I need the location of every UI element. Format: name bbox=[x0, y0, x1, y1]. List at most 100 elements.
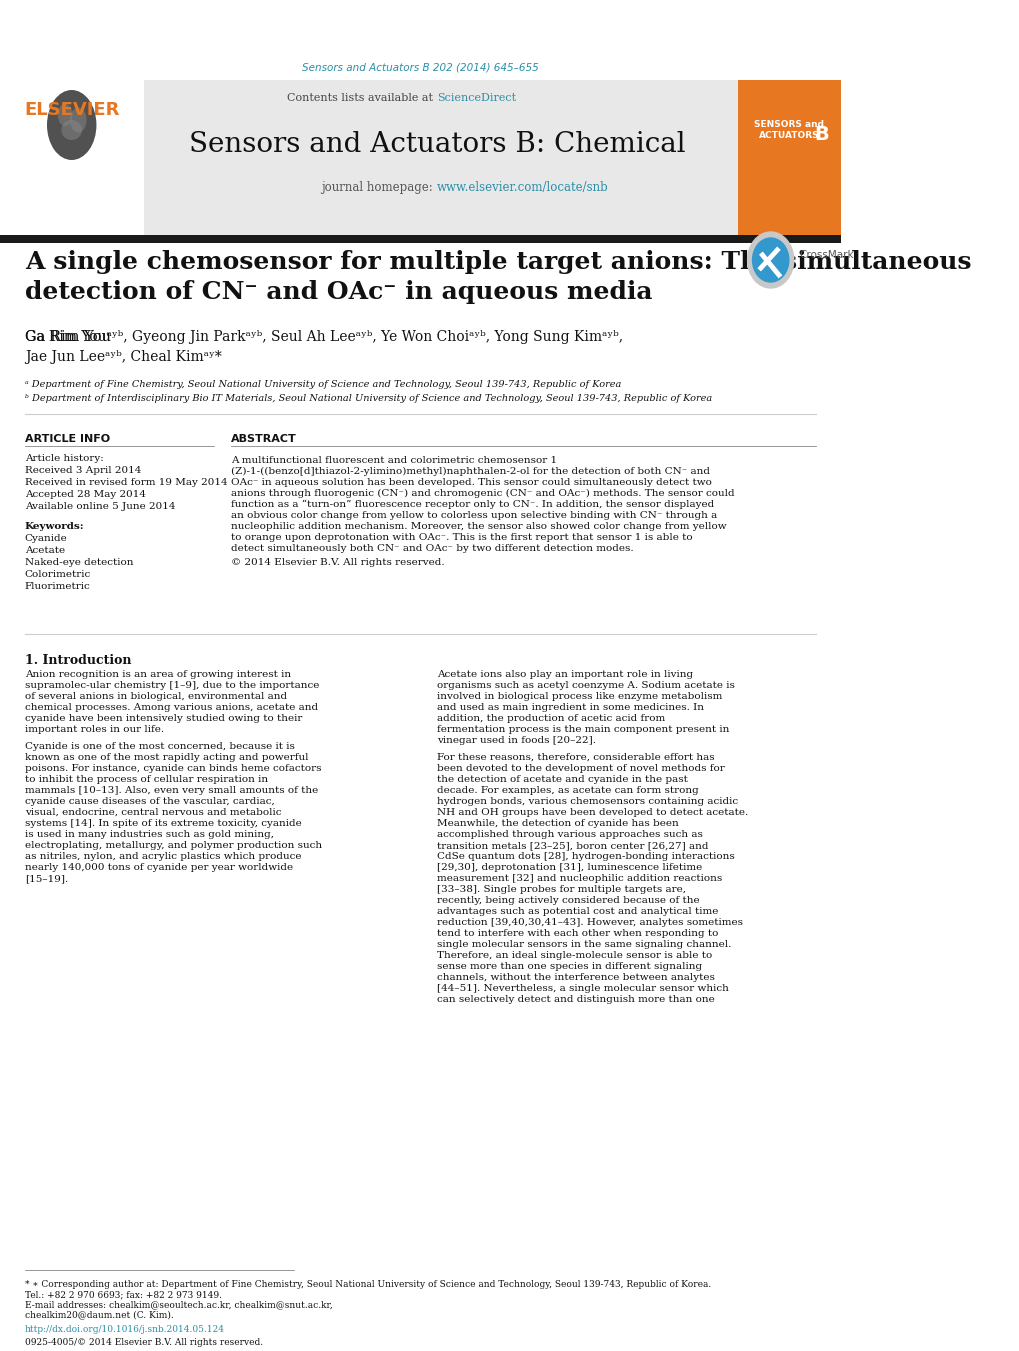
Text: detect simultaneously both CN⁻ and OAc⁻ by two different detection modes.: detect simultaneously both CN⁻ and OAc⁻ … bbox=[230, 544, 633, 553]
Text: been devoted to the development of novel methods for: been devoted to the development of novel… bbox=[436, 765, 723, 773]
Text: is used in many industries such as gold mining,: is used in many industries such as gold … bbox=[24, 830, 273, 839]
Text: Colorimetric: Colorimetric bbox=[24, 570, 91, 580]
Text: Tel.: +82 2 970 6693; fax: +82 2 973 9149.: Tel.: +82 2 970 6693; fax: +82 2 973 914… bbox=[24, 1290, 221, 1300]
Text: Sensors and Actuators B: Chemical: Sensors and Actuators B: Chemical bbox=[189, 131, 685, 158]
Text: an obvious color change from yellow to colorless upon selective binding with CN⁻: an obvious color change from yellow to c… bbox=[230, 511, 716, 520]
Text: nucleophilic addition mechanism. Moreover, the sensor also showed color change f: nucleophilic addition mechanism. Moreove… bbox=[230, 521, 726, 531]
Circle shape bbox=[747, 232, 793, 288]
Text: A single chemosensor for multiple target anions: The simultaneous: A single chemosensor for multiple target… bbox=[24, 250, 970, 274]
Ellipse shape bbox=[58, 104, 72, 126]
Text: organisms such as acetyl coenzyme A. Sodium acetate is: organisms such as acetyl coenzyme A. Sod… bbox=[436, 681, 734, 690]
Text: ᵃ Department of Fine Chemistry, Seoul National University of Science and Technol: ᵃ Department of Fine Chemistry, Seoul Na… bbox=[24, 380, 621, 389]
Text: nearly 140,000 tons of cyanide per year worldwide: nearly 140,000 tons of cyanide per year … bbox=[24, 863, 292, 871]
Text: ABSTRACT: ABSTRACT bbox=[230, 434, 297, 444]
Text: OAc⁻ in aqueous solution has been developed. This sensor could simultaneously de: OAc⁻ in aqueous solution has been develo… bbox=[230, 478, 711, 486]
Ellipse shape bbox=[70, 108, 87, 132]
Text: transition metals [23–25], boron center [26,27] and: transition metals [23–25], boron center … bbox=[436, 842, 707, 850]
Text: can selectively detect and distinguish more than one: can selectively detect and distinguish m… bbox=[436, 994, 714, 1004]
Text: fermentation process is the main component present in: fermentation process is the main compone… bbox=[436, 725, 729, 734]
Text: and used as main ingredient in some medicines. In: and used as main ingredient in some medi… bbox=[436, 703, 703, 712]
Text: http://dx.doi.org/10.1016/j.snb.2014.05.124: http://dx.doi.org/10.1016/j.snb.2014.05.… bbox=[24, 1325, 224, 1333]
Text: Accepted 28 May 2014: Accepted 28 May 2014 bbox=[24, 490, 146, 499]
Ellipse shape bbox=[47, 91, 97, 159]
Text: Acetate ions also play an important role in living: Acetate ions also play an important role… bbox=[436, 670, 692, 680]
Text: Naked-eye detection: Naked-eye detection bbox=[24, 558, 133, 567]
Circle shape bbox=[752, 238, 788, 282]
Text: Ga Rim Youᵃʸᵇ, Gyeong Jin Parkᵃʸᵇ, Seul Ah Leeᵃʸᵇ, Ye Won Choiᵃʸᵇ, Yong Sung Kim: Ga Rim Youᵃʸᵇ, Gyeong Jin Parkᵃʸᵇ, Seul … bbox=[24, 330, 623, 345]
Text: addition, the production of acetic acid from: addition, the production of acetic acid … bbox=[436, 713, 664, 723]
Text: to orange upon deprotonation with OAc⁻. This is the first report that sensor 1 i: to orange upon deprotonation with OAc⁻. … bbox=[230, 534, 692, 542]
Text: Anion recognition is an area of growing interest in: Anion recognition is an area of growing … bbox=[24, 670, 290, 680]
Text: ScienceDirect: ScienceDirect bbox=[436, 93, 516, 103]
Text: Received 3 April 2014: Received 3 April 2014 bbox=[24, 466, 141, 476]
Text: Received in revised form 19 May 2014: Received in revised form 19 May 2014 bbox=[24, 478, 227, 486]
Text: © 2014 Elsevier B.V. All rights reserved.: © 2014 Elsevier B.V. All rights reserved… bbox=[230, 558, 444, 567]
Text: Meanwhile, the detection of cyanide has been: Meanwhile, the detection of cyanide has … bbox=[436, 819, 678, 828]
Text: mammals [10–13]. Also, even very small amounts of the: mammals [10–13]. Also, even very small a… bbox=[24, 786, 318, 794]
Text: advantages such as potential cost and analytical time: advantages such as potential cost and an… bbox=[436, 907, 717, 916]
Text: A multifunctional fluorescent and colorimetric chemosensor 1: A multifunctional fluorescent and colori… bbox=[230, 457, 556, 465]
Text: recently, being actively considered because of the: recently, being actively considered beca… bbox=[436, 896, 699, 905]
Text: B: B bbox=[813, 126, 828, 145]
Text: sense more than one species in different signaling: sense more than one species in different… bbox=[436, 962, 701, 971]
Text: chealkim20@daum.net (C. Kim).: chealkim20@daum.net (C. Kim). bbox=[24, 1310, 173, 1319]
Text: SENSORS and
ACTUATORS: SENSORS and ACTUATORS bbox=[753, 120, 823, 141]
Text: Therefore, an ideal single-molecule sensor is able to: Therefore, an ideal single-molecule sens… bbox=[436, 951, 711, 961]
Text: accomplished through various approaches such as: accomplished through various approaches … bbox=[436, 830, 702, 839]
Text: function as a “turn-on” fluorescence receptor only to CN⁻. In addition, the sens: function as a “turn-on” fluorescence rec… bbox=[230, 500, 713, 509]
Text: visual, endocrine, central nervous and metabolic: visual, endocrine, central nervous and m… bbox=[24, 808, 281, 817]
Text: channels, without the interference between analytes: channels, without the interference betwe… bbox=[436, 973, 714, 982]
Text: the detection of acetate and cyanide in the past: the detection of acetate and cyanide in … bbox=[436, 775, 687, 784]
Text: ᵇ Department of Interdisciplinary Bio IT Materials, Seoul National University of: ᵇ Department of Interdisciplinary Bio IT… bbox=[24, 394, 711, 403]
Text: For these reasons, therefore, considerable effort has: For these reasons, therefore, considerab… bbox=[436, 753, 713, 762]
Text: Fluorimetric: Fluorimetric bbox=[24, 582, 91, 590]
Text: detection of CN⁻ and OAc⁻ in aqueous media: detection of CN⁻ and OAc⁻ in aqueous med… bbox=[24, 280, 651, 304]
Text: E-mail addresses: chealkim@seoultech.ac.kr, chealkim@snut.ac.kr,: E-mail addresses: chealkim@seoultech.ac.… bbox=[24, 1300, 332, 1309]
Ellipse shape bbox=[61, 120, 82, 141]
Text: Acetate: Acetate bbox=[24, 546, 65, 555]
Text: Cyanide: Cyanide bbox=[24, 534, 67, 543]
Text: Jae Jun Leeᵃʸᵇ, Cheal Kimᵃʸ*: Jae Jun Leeᵃʸᵇ, Cheal Kimᵃʸ* bbox=[24, 350, 221, 363]
Text: of several anions in biological, environmental and: of several anions in biological, environ… bbox=[24, 692, 286, 701]
Text: tend to interfere with each other when responding to: tend to interfere with each other when r… bbox=[436, 929, 717, 938]
Text: NH and OH groups have been developed to detect acetate.: NH and OH groups have been developed to … bbox=[436, 808, 747, 817]
FancyBboxPatch shape bbox=[0, 80, 840, 235]
Text: [15–19].: [15–19]. bbox=[24, 874, 68, 884]
Text: Available online 5 June 2014: Available online 5 June 2014 bbox=[24, 503, 175, 511]
FancyBboxPatch shape bbox=[0, 80, 144, 235]
Text: measurement [32] and nucleophilic addition reactions: measurement [32] and nucleophilic additi… bbox=[436, 874, 721, 884]
Text: to inhibit the process of cellular respiration in: to inhibit the process of cellular respi… bbox=[24, 775, 268, 784]
Text: cyanide have been intensively studied owing to their: cyanide have been intensively studied ow… bbox=[24, 713, 302, 723]
Text: electroplating, metallurgy, and polymer production such: electroplating, metallurgy, and polymer … bbox=[24, 842, 322, 850]
Text: [33–38]. Single probes for multiple targets are,: [33–38]. Single probes for multiple targ… bbox=[436, 885, 685, 894]
Text: CdSe quantum dots [28], hydrogen-bonding interactions: CdSe quantum dots [28], hydrogen-bonding… bbox=[436, 852, 734, 861]
FancyBboxPatch shape bbox=[737, 80, 840, 235]
Text: as nitriles, nylon, and acrylic plastics which produce: as nitriles, nylon, and acrylic plastics… bbox=[24, 852, 301, 861]
Text: reduction [39,40,30,41–43]. However, analytes sometimes: reduction [39,40,30,41–43]. However, ana… bbox=[436, 917, 742, 927]
Text: chemical processes. Among various anions, acetate and: chemical processes. Among various anions… bbox=[24, 703, 318, 712]
Text: Ga Rim You: Ga Rim You bbox=[24, 330, 111, 345]
Text: Article history:: Article history: bbox=[24, 454, 103, 463]
Text: ARTICLE INFO: ARTICLE INFO bbox=[24, 434, 110, 444]
Text: systems [14]. In spite of its extreme toxicity, cyanide: systems [14]. In spite of its extreme to… bbox=[24, 819, 302, 828]
Text: CrossMark: CrossMark bbox=[799, 250, 853, 259]
Text: * ∗ Corresponding author at: Department of Fine Chemistry, Seoul National Univer: * ∗ Corresponding author at: Department … bbox=[24, 1279, 710, 1289]
Text: 1. Introduction: 1. Introduction bbox=[24, 654, 131, 667]
Text: poisons. For instance, cyanide can binds heme cofactors: poisons. For instance, cyanide can binds… bbox=[24, 765, 321, 773]
Text: hydrogen bonds, various chemosensors containing acidic: hydrogen bonds, various chemosensors con… bbox=[436, 797, 738, 807]
Text: [29,30], deprotonation [31], luminescence lifetime: [29,30], deprotonation [31], luminescenc… bbox=[436, 863, 701, 871]
Text: www.elsevier.com/locate/snb: www.elsevier.com/locate/snb bbox=[436, 181, 608, 195]
Text: anions through fluorogenic (CN⁻) and chromogenic (CN⁻ and OAc⁻) methods. The sen: anions through fluorogenic (CN⁻) and chr… bbox=[230, 489, 734, 499]
Text: decade. For examples, as acetate can form strong: decade. For examples, as acetate can for… bbox=[436, 786, 698, 794]
Text: cyanide cause diseases of the vascular, cardiac,: cyanide cause diseases of the vascular, … bbox=[24, 797, 274, 807]
Text: (Z)-1-((benzo[d]thiazol-2-ylimino)methyl)naphthalen-2-ol for the detection of bo: (Z)-1-((benzo[d]thiazol-2-ylimino)methyl… bbox=[230, 467, 709, 476]
Text: journal homepage:: journal homepage: bbox=[321, 181, 436, 195]
Text: important roles in our life.: important roles in our life. bbox=[24, 725, 164, 734]
Text: 0925-4005/© 2014 Elsevier B.V. All rights reserved.: 0925-4005/© 2014 Elsevier B.V. All right… bbox=[24, 1337, 263, 1347]
Text: single molecular sensors in the same signaling channel.: single molecular sensors in the same sig… bbox=[436, 940, 731, 948]
Text: Cyanide is one of the most concerned, because it is: Cyanide is one of the most concerned, be… bbox=[24, 742, 294, 751]
FancyBboxPatch shape bbox=[0, 235, 840, 243]
Text: Sensors and Actuators B 202 (2014) 645–655: Sensors and Actuators B 202 (2014) 645–6… bbox=[302, 63, 538, 73]
Text: [44–51]. Nevertheless, a single molecular sensor which: [44–51]. Nevertheless, a single molecula… bbox=[436, 984, 728, 993]
Text: supramolec-ular chemistry [1–9], due to the importance: supramolec-ular chemistry [1–9], due to … bbox=[24, 681, 319, 690]
